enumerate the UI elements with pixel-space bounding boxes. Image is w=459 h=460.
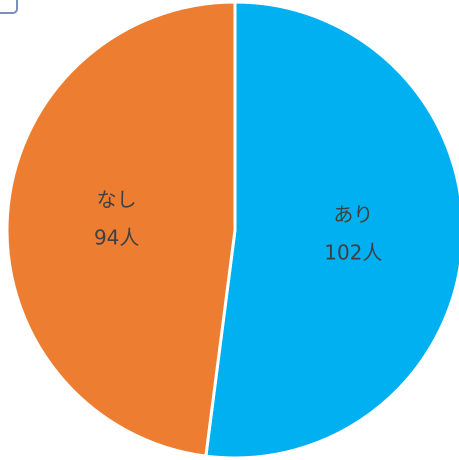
slice-label-name-1: あり [333,203,373,227]
slice-label-name-2: なし [97,187,137,211]
slice-label-value-2: 94人 [94,225,139,249]
pie-slice-2 [5,0,237,458]
slice-label-value-1: 102人 [324,241,382,265]
pie-labels: あり 102人 なし 94人 [94,187,382,264]
pie-slice-1 [204,0,459,460]
corner-frame [0,0,18,14]
pie-slices [5,0,459,460]
